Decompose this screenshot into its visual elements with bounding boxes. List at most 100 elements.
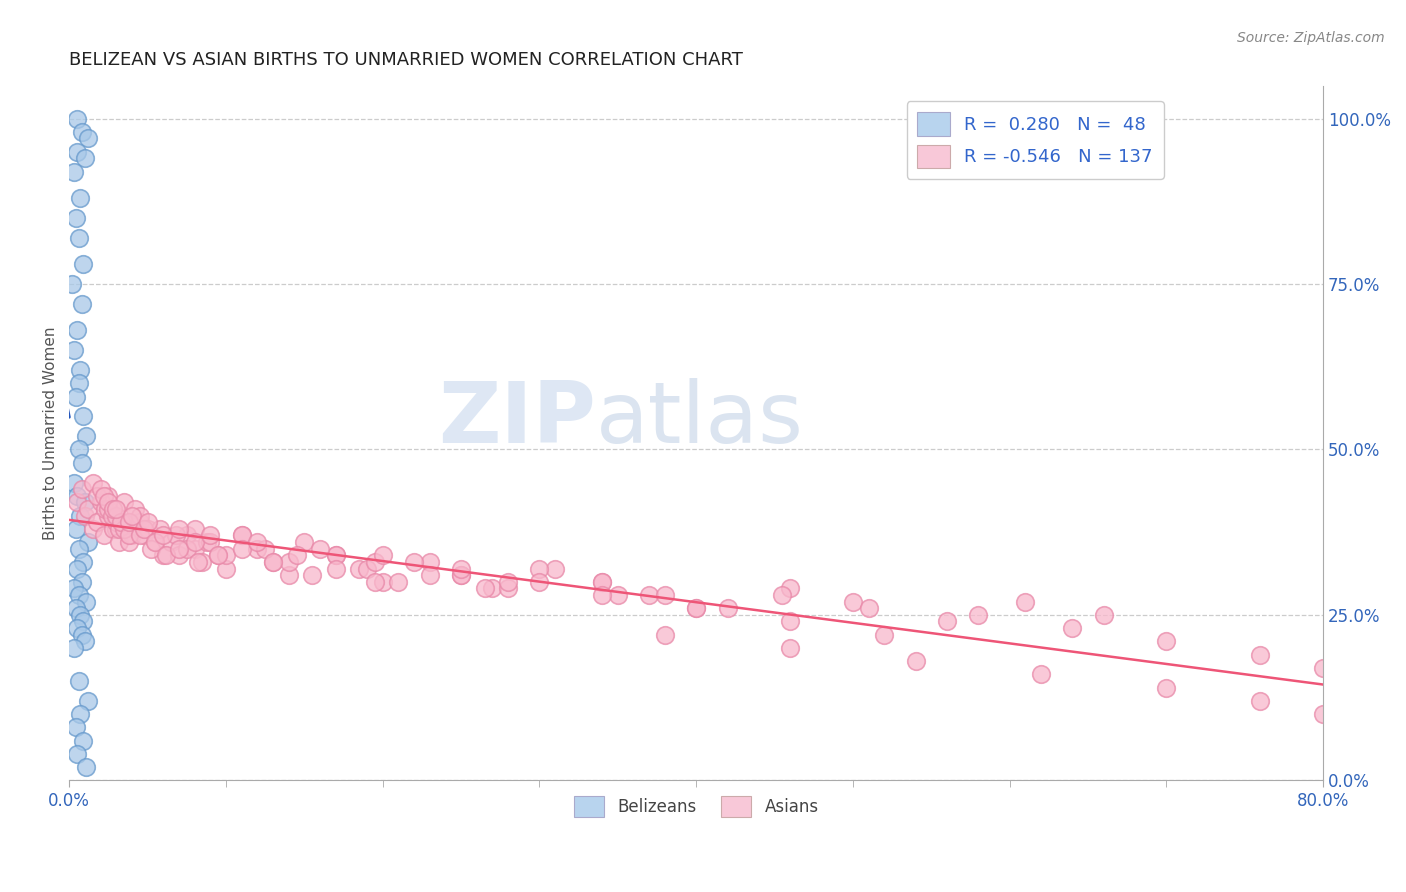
Point [112,495,135,509]
Point [100,508,122,523]
Point [167,522,190,536]
Point [93,489,115,503]
Point [347,561,370,575]
Point [69,191,91,205]
Point [66,621,89,635]
Point [419,555,441,569]
Point [371,574,394,589]
Text: Source: ZipAtlas.com: Source: ZipAtlas.com [1237,31,1385,45]
Point [254,541,277,556]
Point [183,541,205,556]
Point [63,164,86,178]
Point [65,720,87,734]
Point [105,502,128,516]
Point [66,323,89,337]
Point [145,535,167,549]
Point [101,522,124,536]
Point [136,522,159,536]
Point [72,257,94,271]
Point [904,654,927,668]
Point [1249,648,1271,662]
Point [77,502,100,516]
Point [149,522,172,536]
Point [654,628,676,642]
Point [112,522,135,536]
Point [246,541,269,556]
Point [67,588,90,602]
Point [779,582,801,596]
Point [1249,694,1271,708]
Point [165,528,187,542]
Point [779,615,801,629]
Point [66,561,89,575]
Point [73,634,96,648]
Point [183,535,205,549]
Point [128,528,150,542]
Point [82,522,104,536]
Point [544,561,567,575]
Point [73,495,96,509]
Point [63,582,86,596]
Point [481,582,503,596]
Point [72,615,94,629]
Point [118,535,141,549]
Point [215,561,238,575]
Point [529,574,551,589]
Point [325,561,347,575]
Point [387,574,409,589]
Point [86,515,108,529]
Point [63,343,86,358]
Point [262,555,284,569]
Y-axis label: Births to Unmarried Women: Births to Unmarried Women [44,326,58,540]
Point [77,535,100,549]
Point [529,561,551,575]
Point [262,555,284,569]
Point [72,409,94,424]
Point [191,555,214,569]
Point [176,528,198,542]
Point [1312,661,1334,675]
Point [66,112,89,126]
Point [716,601,738,615]
Point [67,541,90,556]
Point [70,574,93,589]
Point [70,297,93,311]
Point [66,489,89,503]
Point [72,733,94,747]
Point [160,535,183,549]
Point [167,541,190,556]
Point [67,230,90,244]
Point [90,482,112,496]
Point [301,568,323,582]
Point [82,475,104,490]
Point [67,442,90,457]
Point [70,482,93,496]
Point [70,628,93,642]
Point [1062,621,1084,635]
Point [195,535,218,549]
Point [183,522,205,536]
Point [136,515,159,529]
Point [101,502,124,516]
Point [371,549,394,563]
Point [356,561,378,575]
Text: ZIP: ZIP [439,377,596,460]
Point [65,211,87,225]
Point [842,594,865,608]
Point [108,535,131,549]
Point [155,549,177,563]
Point [325,549,347,563]
Point [69,607,91,622]
Point [200,528,222,542]
Point [60,277,83,291]
Point [1092,607,1115,622]
Point [450,568,472,582]
Point [105,515,128,529]
Point [231,528,253,542]
Point [325,549,347,563]
Point [207,549,229,563]
Point [67,674,90,689]
Point [73,151,96,165]
Point [1014,594,1036,608]
Point [118,515,141,529]
